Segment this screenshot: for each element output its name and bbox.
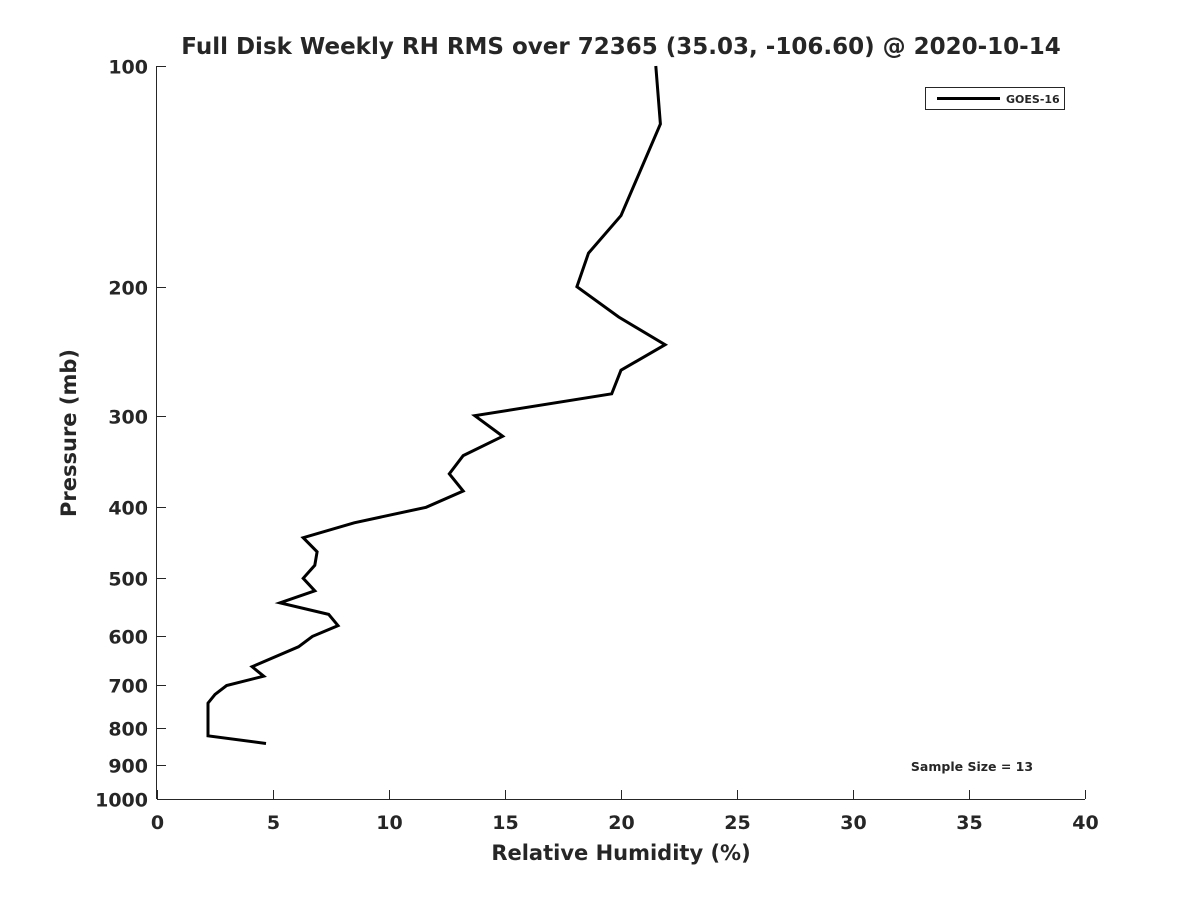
y-tick-label: 200 [108,278,148,300]
y-axis-label: Pressure (mb) [57,349,81,517]
x-tick-label: 25 [724,812,750,834]
y-tick-label: 700 [108,676,148,698]
legend-label-goes-16: GOES-16 [1006,93,1060,106]
x-tick-label: 40 [1072,812,1098,834]
x-tick-label: 20 [608,812,634,834]
y-tick-label: 100 [108,57,148,79]
y-tick-label: 600 [108,627,148,649]
x-tick-label: 10 [376,812,402,834]
x-tick-label: 35 [956,812,982,834]
axes: 0 5 10 15 20 25 30 35 40 100 200 300 400 500 600 700 800… [95,57,1099,835]
x-tick-label: 30 [840,812,866,834]
y-tick-label: 1000 [95,790,148,812]
x-axis-label: Relative Humidity (%) [491,841,750,865]
y-tick-label: 300 [108,407,148,429]
y-tick-label: 400 [108,498,148,520]
y-tick-label: 900 [108,756,148,778]
y-tick-label: 800 [108,719,148,741]
plot-area [206,65,669,745]
chart-title: Full Disk Weekly RH RMS over 72365 (35.0… [181,34,1060,60]
series-line-goes-16 [206,65,669,745]
x-tick-label: 15 [492,812,518,834]
x-tick-label: 0 [151,812,164,834]
y-tick-label: 500 [108,569,148,591]
x-tick-label: 5 [267,812,280,834]
legend: GOES-16 [925,87,1065,110]
sample-size-annotation: Sample Size = 13 [911,759,1033,774]
